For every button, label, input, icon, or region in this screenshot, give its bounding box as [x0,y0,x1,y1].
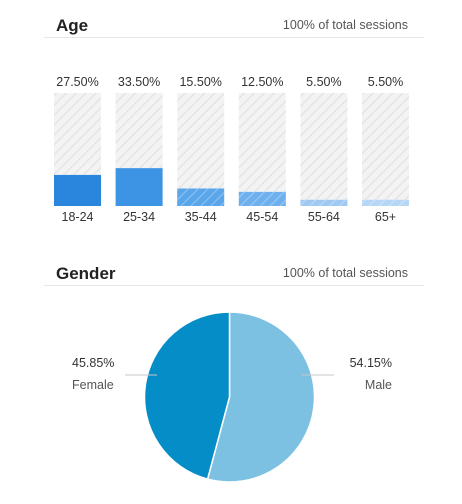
age-category-label: 18-24 [62,210,94,224]
age-category-label: 65+ [375,210,396,224]
male-value-label: 54.15% [350,356,392,370]
gender-pie-slice-female [143,311,231,481]
age-bar-texture [362,199,409,206]
gender-title: Gender [56,264,116,283]
age-bar-texture [300,199,348,206]
age-subtitle: 100% of total sessions [282,18,408,32]
male-label: Male [365,378,392,392]
age-bar-value-label: 15.50% [179,75,221,89]
age-bar-track [300,93,348,206]
age-bar-track [362,93,409,206]
age-category-label: 25-34 [123,210,155,224]
gender-pie-slice-male [206,311,316,483]
female-value-label: 45.85% [72,356,114,370]
age-bar [115,168,163,206]
age-bar-value-label: 5.50% [368,75,403,89]
age-bar [54,174,101,206]
age-title: Age [56,16,89,35]
age-bar-texture [238,191,286,206]
age-bar-texture [177,188,225,206]
age-bar-track [177,93,225,206]
age-bar-value-label: 12.50% [241,75,283,89]
age-bar-value-label: 27.50% [56,75,98,89]
age-category-label: 55-64 [308,210,340,224]
age-bar-track [238,93,286,206]
age-divider [44,37,424,38]
gender-subtitle: 100% of total sessions [282,266,408,280]
age-category-label: 45-54 [246,210,278,224]
age-category-label: 35-44 [185,210,217,224]
gender-divider [44,285,424,286]
age-bar-value-label: 5.50% [306,75,341,89]
female-label: Female [72,378,114,392]
age-bar-value-label: 33.50% [118,75,160,89]
